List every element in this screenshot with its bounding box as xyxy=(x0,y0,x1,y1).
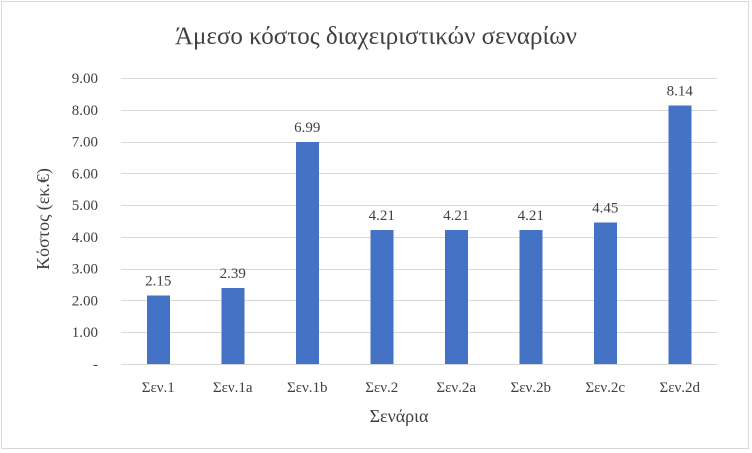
bar xyxy=(295,141,319,364)
y-tick-label: 7.00 xyxy=(72,135,98,151)
bar xyxy=(370,230,394,364)
x-tick-label: Σεν.2b xyxy=(510,380,551,396)
x-tick-label: Σεν.1a xyxy=(213,380,253,396)
data-label: 4.21 xyxy=(518,208,544,224)
y-tick-label: 4.00 xyxy=(72,230,98,246)
y-tick-label: 2.00 xyxy=(72,293,98,309)
x-tick-label: Σεν.1b xyxy=(287,380,328,396)
data-label: 4.21 xyxy=(443,208,469,224)
gridlines xyxy=(121,78,717,365)
x-tick-label: Σεν.2d xyxy=(659,380,700,396)
y-tick-label: 6.00 xyxy=(72,166,98,182)
y-tick-label: - xyxy=(93,357,98,373)
y-tick-label: 9.00 xyxy=(72,71,98,87)
bar xyxy=(146,295,170,364)
y-tick-label: 3.00 xyxy=(72,262,98,278)
x-axis-ticks: Σεν.1 Σεν.1a Σεν.1b Σεν.2 Σεν.2a Σεν.2b Σεν.2c… xyxy=(142,380,701,396)
data-label: 2.39 xyxy=(220,266,246,282)
bar xyxy=(519,230,543,364)
bar xyxy=(593,222,617,364)
x-tick-label: Σεν.2 xyxy=(365,380,398,396)
data-label: 2.15 xyxy=(145,274,171,290)
y-axis-ticks: - 1.00 2.00 3.00 4.00 5.00 6.00 7.00 8.00 9.00 xyxy=(72,71,98,373)
bar xyxy=(221,288,245,364)
data-label: 8.14 xyxy=(667,83,694,99)
bars xyxy=(146,105,692,364)
bar xyxy=(668,105,692,364)
data-label: 6.99 xyxy=(294,120,320,136)
x-tick-label: Σεν.2a xyxy=(436,380,476,396)
y-axis-title: Κόστος (εκ.€) xyxy=(33,168,54,270)
bar xyxy=(444,230,468,364)
data-label: 4.45 xyxy=(592,201,618,217)
y-tick-label: 8.00 xyxy=(72,103,98,119)
y-tick-label: 5.00 xyxy=(72,198,98,214)
y-tick-label: 1.00 xyxy=(72,325,98,341)
x-axis-title: Σενάρια xyxy=(370,406,429,426)
data-label: 4.21 xyxy=(369,208,395,224)
x-tick-label: Σεν.2c xyxy=(585,380,625,396)
data-labels: 2.15 2.39 6.99 4.21 4.21 4.21 4.45 8.14 xyxy=(145,83,693,289)
x-tick-label: Σεν.1 xyxy=(142,380,175,396)
chart-title: Άμεσο κόστος διαχειριστικών σεναρίων xyxy=(175,23,577,50)
